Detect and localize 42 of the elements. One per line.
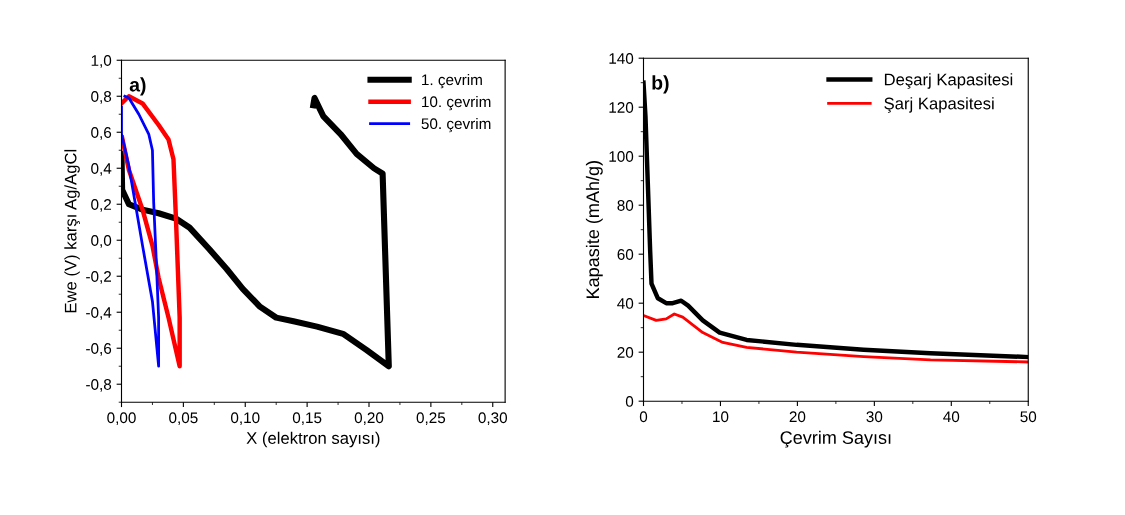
y-tick-label: 0,0	[91, 235, 112, 248]
y-tick-label: 100	[609, 151, 634, 162]
y-tick-label: 0,2	[91, 199, 112, 212]
x-tick-label: 0,10	[230, 412, 260, 425]
y-tick-label: 0,4	[91, 163, 112, 176]
legend-label: 50. çevrim	[421, 117, 491, 133]
x-tick-label: 40	[943, 411, 960, 423]
y-tick-label: 0,8	[91, 91, 112, 104]
legend-label: 1. çevrim	[422, 74, 482, 89]
y-tick-label: -0,8	[86, 379, 112, 392]
legend-label: Şarj Kapasitesi	[884, 97, 994, 113]
x-tick-label: 0,20	[354, 412, 384, 425]
x-tick-label: 0,30	[478, 412, 508, 425]
y-tick-label: 40	[617, 298, 634, 309]
x-tick-label: 0,25	[416, 412, 446, 425]
annotation: b)	[652, 75, 669, 94]
x-axis-title: X (elektron sayısı)	[246, 431, 380, 448]
x-tick-label: 0	[639, 411, 648, 423]
x-axis-title: Çevrim Sayısı	[780, 430, 891, 448]
x-tick-label: 30	[866, 411, 883, 423]
y-tick-label: 0,6	[91, 127, 112, 140]
y-tick-label: -0,2	[86, 271, 112, 284]
x-tick-label: 0,05	[169, 412, 198, 425]
y-tick-label: -0,4	[86, 307, 112, 320]
y-tick-label: 20	[617, 347, 634, 358]
legend-label: Deşarj Kapasitesi	[884, 73, 1013, 89]
annotation: a)	[129, 77, 146, 96]
legend-label: 10. çevrim	[422, 95, 491, 111]
x-tick-label: 50	[1020, 411, 1037, 423]
y-tick-label: 120	[609, 102, 634, 113]
x-tick-label: 0,00	[107, 412, 136, 425]
y-tick-label: 140	[609, 53, 634, 64]
y-tick-label: 80	[617, 200, 634, 211]
y-tick-label: 0	[625, 396, 634, 407]
y-axis-title: Kapasite (mAh/g)	[585, 161, 603, 298]
y-tick-label: 1,0	[91, 55, 112, 68]
y-axis-title: Ewe (V) karşı Ag/AgCl	[64, 149, 80, 313]
y-tick-label: 60	[617, 249, 634, 260]
x-tick-label: 20	[789, 411, 806, 423]
y-tick-label: -0,6	[86, 343, 112, 356]
x-tick-label: 0,15	[292, 412, 322, 425]
x-tick-label: 10	[713, 411, 729, 423]
